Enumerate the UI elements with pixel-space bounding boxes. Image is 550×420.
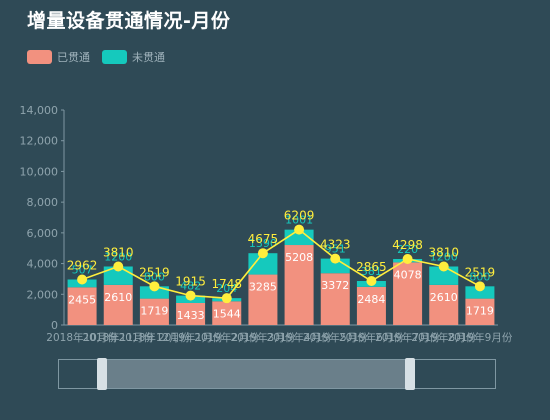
total-point xyxy=(77,274,88,285)
y-tick-label: 4,000 xyxy=(27,258,59,271)
bar-not-connected xyxy=(139,286,169,299)
legend-label-connected: 已贯通 xyxy=(57,51,90,64)
total-point xyxy=(113,261,124,272)
zoom-selection[interactable] xyxy=(102,360,412,388)
total-label: 6209 xyxy=(284,209,315,223)
x-tick-label: 2019年4月份 xyxy=(267,331,332,344)
legend-swatch-not-connected xyxy=(102,50,127,64)
bar-label-connected: 2610 xyxy=(104,291,132,304)
y-tick-label: 10,000 xyxy=(20,165,59,178)
x-tick-label: 2018年12月份 xyxy=(119,331,191,344)
total-line xyxy=(81,228,481,299)
total-label: 2519 xyxy=(465,265,496,279)
x-tick-label: 2019年2月份 xyxy=(194,331,259,344)
x-tick-label: 2019年8月份 xyxy=(411,331,476,344)
total-point xyxy=(257,248,268,259)
bar-not-connected xyxy=(248,253,278,275)
total-point xyxy=(185,290,196,301)
total-label: 3810 xyxy=(103,245,134,259)
total-label: 1915 xyxy=(175,275,206,289)
bar-label-connected: 3372 xyxy=(321,279,349,292)
y-tick-label: 2,000 xyxy=(27,288,59,301)
total-label: 4298 xyxy=(392,238,423,252)
y-tick-label: 0 xyxy=(51,319,58,332)
bar-label-not-connected: 1200 xyxy=(430,250,458,263)
x-tick-label: 2019年5月份 xyxy=(303,331,368,344)
bar-label-connected: 1433 xyxy=(177,309,205,322)
total-point xyxy=(474,281,485,292)
zoom-slider[interactable] xyxy=(58,358,496,390)
x-tick-label: 2018年10月份 xyxy=(46,331,118,344)
total-label: 2519 xyxy=(139,265,170,279)
bar-label-connected: 2484 xyxy=(357,293,385,306)
total-point xyxy=(221,293,232,304)
x-tick-label: 2019年7月份 xyxy=(375,331,440,344)
legend-item-connected[interactable]: 已贯通 xyxy=(27,49,90,65)
bar-label-not-connected: 1200 xyxy=(104,250,132,263)
total-label: 4675 xyxy=(248,232,279,246)
bar-label-connected: 1719 xyxy=(140,305,168,318)
y-tick-label: 8,000 xyxy=(27,196,59,209)
legend-item-not-connected[interactable]: 未贯通 xyxy=(102,49,165,65)
bar-connected xyxy=(103,284,133,325)
x-tick-label: 2019年3月份 xyxy=(230,331,295,344)
y-tick-label: 6,000 xyxy=(27,227,59,240)
legend: 已贯通 未贯通 xyxy=(27,49,165,65)
x-tick-label: 2019年6月份 xyxy=(339,331,404,344)
x-tick-label: 2019年1月份 xyxy=(158,331,223,344)
bar-connected xyxy=(465,298,495,325)
bar-connected xyxy=(393,262,423,325)
bar-label-connected: 2610 xyxy=(430,291,458,304)
bar-label-not-connected: 800 xyxy=(469,270,490,283)
bar-label-connected: 3285 xyxy=(249,281,277,294)
bar-connected xyxy=(356,286,386,325)
bar-connected xyxy=(248,274,278,325)
bar-connected xyxy=(320,273,350,325)
bar-connected xyxy=(212,301,242,325)
bar-label-not-connected: 482 xyxy=(180,280,201,293)
total-point xyxy=(402,253,413,264)
total-label: 2962 xyxy=(67,259,98,273)
bar-label-not-connected: 507 xyxy=(72,264,93,277)
bar-connected xyxy=(284,245,314,325)
bar-connected xyxy=(429,284,459,325)
legend-label-not-connected: 未贯通 xyxy=(132,51,165,64)
bar-connected xyxy=(176,302,206,325)
total-point xyxy=(366,276,377,287)
zoom-handle-left[interactable] xyxy=(97,358,107,390)
x-tick-label: 2018年11月份 xyxy=(82,331,154,344)
y-tick-label: 12,000 xyxy=(20,135,59,148)
total-point xyxy=(330,253,341,264)
bar-label-connected: 5208 xyxy=(285,251,313,264)
total-point xyxy=(438,261,449,272)
y-tick-label: 14,000 xyxy=(20,104,59,117)
bar-label-not-connected: 1390 xyxy=(249,237,277,250)
total-point xyxy=(149,281,160,292)
bar-label-not-connected: 220 xyxy=(397,243,418,256)
zoom-handle-right[interactable] xyxy=(405,358,415,390)
bar-label-not-connected: 800 xyxy=(144,270,165,283)
chart-title: 增量设备贯通情况-月份 xyxy=(27,10,231,32)
bar-not-connected xyxy=(465,286,495,299)
bar-label-not-connected: 951 xyxy=(325,243,346,256)
bar-label-connected: 2455 xyxy=(68,293,96,306)
total-label: 3810 xyxy=(428,245,459,259)
bar-connected xyxy=(139,298,169,325)
bar-connected xyxy=(67,287,97,325)
bar-label-connected: 4078 xyxy=(394,268,422,281)
legend-swatch-connected xyxy=(27,50,52,64)
total-label: 1748 xyxy=(211,277,242,291)
total-label: 2865 xyxy=(356,260,387,274)
total-point xyxy=(294,224,305,235)
bar-label-not-connected: 1001 xyxy=(285,214,313,227)
bar-label-connected: 1719 xyxy=(466,305,494,318)
total-label: 4323 xyxy=(320,238,351,252)
bar-label-connected: 1544 xyxy=(213,307,241,320)
x-tick-label: 2019年9月份 xyxy=(447,331,512,344)
bar-label-not-connected: 381 xyxy=(361,265,382,278)
